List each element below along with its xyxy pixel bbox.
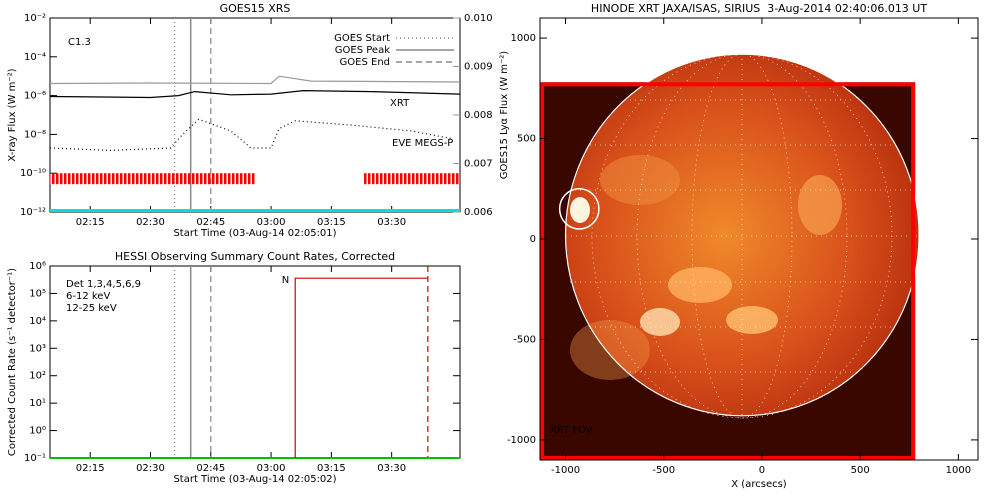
x-tick-label: 03:00: [257, 463, 286, 474]
y-tick-label: 0: [530, 234, 536, 245]
x-tick-label: 02:30: [136, 217, 165, 228]
y2-tick-label: 0.006: [464, 207, 493, 218]
x-tick-label: 02:15: [76, 217, 105, 228]
image-background: [540, 54, 920, 461]
y-tick-label: 500: [517, 134, 536, 145]
x-tick-label: 02:45: [196, 463, 225, 474]
x-axis-label: Start Time (03-Aug-14 02:05:02): [173, 474, 336, 485]
y-tick-label: 10⁻¹⁰: [20, 168, 46, 179]
y-tick-label: 10⁵: [29, 288, 46, 299]
series-line: [49, 89, 461, 99]
bright-region: [570, 320, 650, 380]
series-line: [49, 75, 461, 85]
y-tick-label: 10⁻⁶: [24, 91, 46, 102]
bright-region: [640, 308, 680, 336]
y-axis-label: Corrected Count Rate (s⁻¹ detector⁻¹): [7, 268, 18, 456]
x-tick-label: 03:15: [317, 463, 346, 474]
legend-label: GOES End: [340, 57, 390, 68]
x-tick-label: 03:15: [317, 217, 346, 228]
x-axis-label: X (arcsecs): [731, 479, 787, 490]
y-tick-label: 10⁻⁸: [24, 129, 46, 140]
x-tick-label: -1000: [551, 465, 580, 476]
y-tick-label: 10²: [29, 371, 46, 382]
y-tick-label: 10⁰: [29, 426, 46, 437]
y2-tick-label: 0.010: [464, 13, 493, 24]
bright-region: [726, 306, 778, 334]
series-label: N: [282, 275, 289, 286]
x-tick-label: 0: [759, 465, 765, 476]
y-tick-label: 10³: [29, 343, 46, 354]
coverage-bar: [363, 173, 460, 185]
bright-region: [668, 267, 732, 303]
flare-circle: [558, 188, 600, 230]
legend-label: GOES Peak: [335, 45, 390, 56]
y-tick-label: 1000: [511, 33, 536, 44]
y-tick-label: 10⁶: [29, 261, 46, 272]
x-axis-label: Start Time (03-Aug-14 02:05:01): [173, 228, 336, 239]
plots: GOES15 XRS Start Time (03-Aug-14 02:05:01…: [7, 2, 979, 490]
y-tick-label: 10⁻⁴: [24, 52, 46, 63]
y-tick-label: 10⁻²: [24, 13, 46, 24]
coverage-bar: [50, 173, 255, 185]
y-tick-label: 10⁻¹: [24, 453, 46, 464]
chart-title: GOES15 XRS: [220, 2, 291, 15]
legend-label: 6-12 keV: [66, 291, 110, 302]
chart-title: HINODE XRT JAXA/ISAS, SIRIUS 3-Aug-2014 …: [591, 2, 927, 15]
bright-region: [600, 155, 680, 205]
fov-box: [540, 82, 916, 460]
x-tick-label: 03:00: [257, 217, 286, 228]
chart-title: HESSI Observing Summary Count Rates, Cor…: [115, 250, 395, 263]
y-tick-label: 10⁻¹²: [20, 207, 46, 218]
flare-kernel: [570, 197, 590, 223]
x-tick-label: 02:45: [196, 217, 225, 228]
y2-tick-label: 0.009: [464, 62, 493, 73]
series-line: [294, 277, 428, 458]
y-tick-label: 10¹: [29, 398, 46, 409]
x-tick-label: 500: [851, 465, 870, 476]
x-tick-label: -500: [652, 465, 675, 476]
y2-axis-label: GOES15 Lyα Flux (W m⁻²): [499, 51, 510, 179]
x-tick-label: 02:15: [76, 463, 105, 474]
fov-label: XRT FOV: [550, 425, 593, 436]
plot-frame: [49, 265, 461, 459]
coverage-label: XRT: [390, 98, 410, 109]
x-tick-label: 1000: [946, 465, 971, 476]
legend-label: GOES Start: [334, 33, 390, 44]
coordinate-grid: [566, 53, 918, 419]
bright-region: [798, 175, 842, 235]
y-tick-label: -1000: [507, 435, 536, 446]
y-axis-label: X-ray Flux (W m⁻²): [7, 68, 18, 161]
series-line: [49, 118, 453, 152]
y2-tick-label: 0.007: [464, 159, 493, 170]
solar-limb: [564, 53, 920, 417]
legend-title: Det 1,3,4,5,6,9: [66, 279, 141, 290]
x-tick-label: 03:30: [377, 217, 406, 228]
x-tick-label: 03:30: [377, 463, 406, 474]
x-tick-label: 02:30: [136, 463, 165, 474]
series-label: EVE MEGS-P: [392, 138, 453, 149]
legend-label: 12-25 keV: [66, 303, 117, 314]
y-tick-label: -500: [513, 334, 536, 345]
annotation: C1.3: [68, 37, 91, 48]
y-tick-label: 10⁴: [29, 316, 46, 327]
y2-tick-label: 0.008: [464, 110, 493, 121]
image-decor: [566, 53, 918, 419]
